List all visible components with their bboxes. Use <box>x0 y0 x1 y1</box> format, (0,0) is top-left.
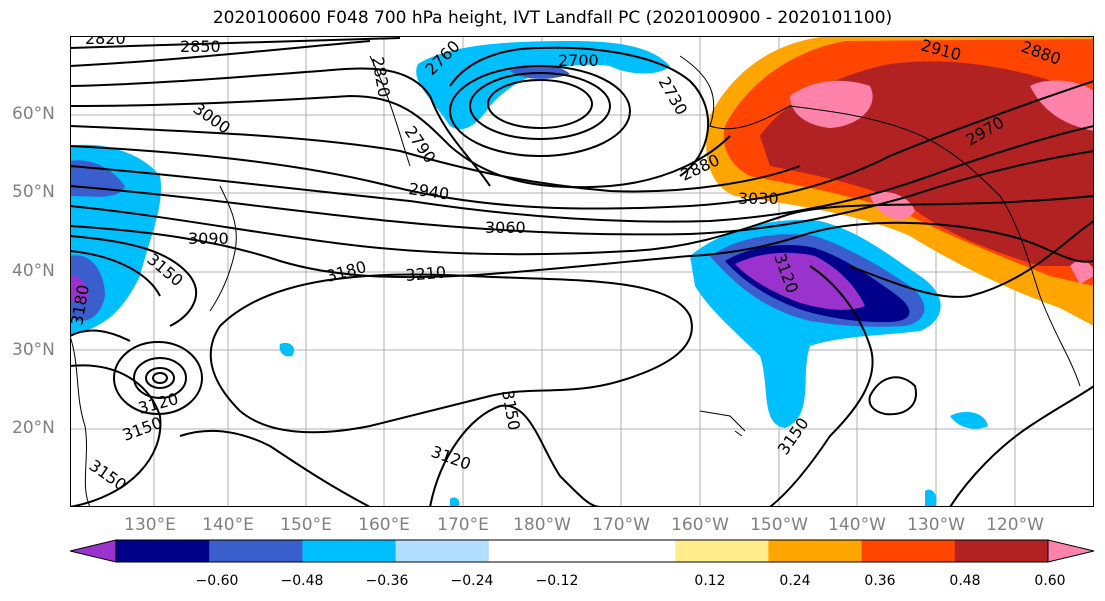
map-frame <box>70 36 1094 507</box>
colorbar-tick: 0.36 <box>864 573 896 589</box>
colorbar-tick: −0.12 <box>535 573 579 589</box>
lon-label: 150°E <box>280 515 332 535</box>
contour-label: 2850 <box>180 37 221 56</box>
map-panel: 2820 2850 2760 2700 2730 2820 2790 3000 … <box>70 36 1094 507</box>
colorbar-segment <box>488 540 583 562</box>
colorbar-segment <box>768 540 863 562</box>
lat-label: 20°N <box>12 418 55 438</box>
colorbar-tick: −0.48 <box>280 573 324 589</box>
colorbar-segment <box>395 540 490 562</box>
ivt-negative-shading <box>70 41 988 507</box>
map-canvas: 2820 2850 2760 2700 2730 2820 2790 3000 … <box>70 36 1094 507</box>
lat-label: 60°N <box>12 104 55 124</box>
colorbar-segment <box>582 540 676 562</box>
contour-label: 3180 <box>70 283 93 326</box>
map-title: 2020100600 F048 700 hPa height, IVT Land… <box>212 8 893 28</box>
colorbar-tick: −0.60 <box>195 573 239 589</box>
colorbar-segment <box>954 540 1049 562</box>
colorbar-tick: 0.48 <box>949 573 981 589</box>
colorbar-segment <box>116 540 210 562</box>
colorbar-tick: −0.24 <box>450 573 494 589</box>
ivt-positive-shading <box>706 36 1094 326</box>
coastlines <box>70 55 1081 507</box>
colorbar-segment <box>302 540 397 562</box>
lon-label: 170°W <box>592 515 650 535</box>
contour-label: 3090 <box>188 229 229 248</box>
lat-label: 30°N <box>12 340 55 360</box>
contour-label: 3060 <box>485 218 526 237</box>
colorbar-segment <box>675 540 769 562</box>
colorbar-lower-extension <box>70 539 117 563</box>
contour-label: 2820 <box>85 36 126 48</box>
lat-label: 40°N <box>12 261 55 281</box>
lon-label: 180°W <box>513 515 571 535</box>
contour-label: 2700 <box>558 51 599 70</box>
lat-label: 50°N <box>12 182 55 202</box>
contour-label: 3210 <box>405 263 447 285</box>
lon-label: 130°E <box>124 515 176 535</box>
colorbar-tick: 0.12 <box>694 573 726 589</box>
height-contours <box>70 37 1094 507</box>
lon-label: 160°E <box>358 515 410 535</box>
lon-label: 140°W <box>828 515 886 535</box>
colorbar-segments <box>115 539 1049 563</box>
lon-label: 120°W <box>986 515 1044 535</box>
colorbar <box>70 539 1094 563</box>
lon-label: 150°W <box>750 515 808 535</box>
colorbar-segment <box>861 540 956 562</box>
contour-label: 3030 <box>738 189 779 208</box>
lon-label: 170°E <box>437 515 489 535</box>
colorbar-tick: 0.60 <box>1034 573 1066 589</box>
lon-label: 140°E <box>202 515 254 535</box>
colorbar-upper-extension <box>1047 539 1094 563</box>
lon-label: 160°W <box>671 515 729 535</box>
colorbar-segment <box>209 540 303 562</box>
colorbar-tick: −0.36 <box>365 573 409 589</box>
lon-label: 130°W <box>907 515 965 535</box>
colorbar-tick: 0.24 <box>779 573 811 589</box>
